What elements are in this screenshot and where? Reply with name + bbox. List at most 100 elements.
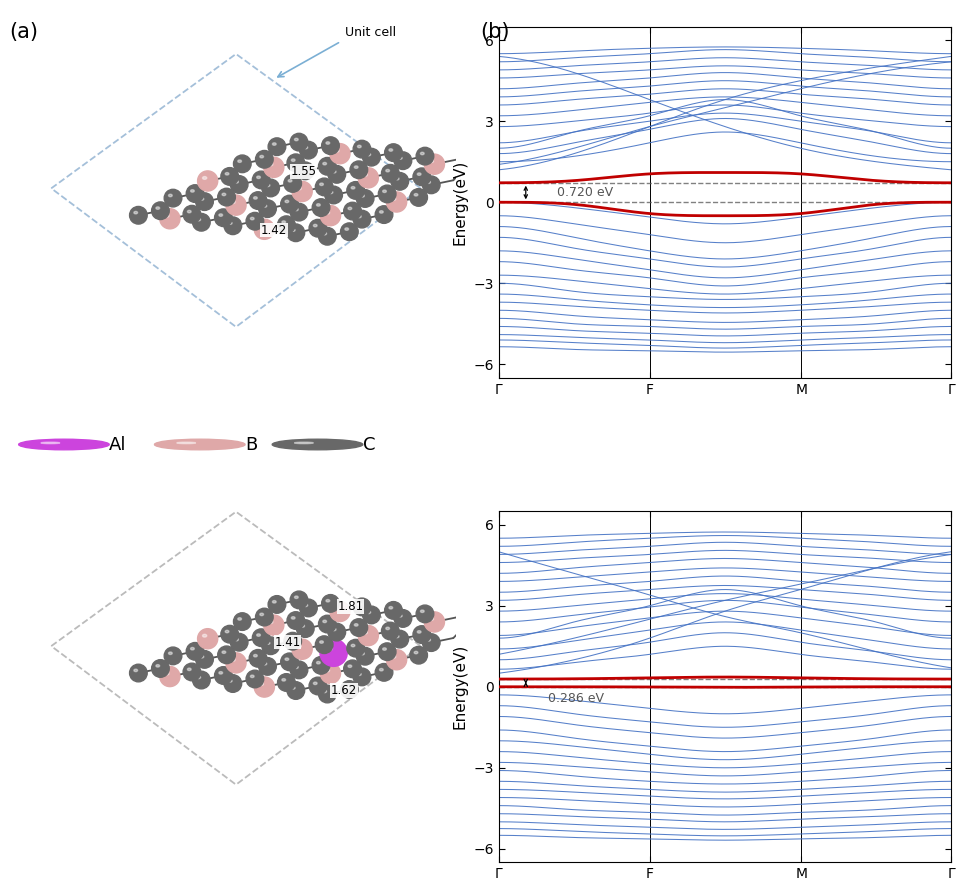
Ellipse shape: [430, 160, 433, 163]
Ellipse shape: [363, 173, 367, 176]
Circle shape: [296, 162, 314, 180]
Ellipse shape: [282, 678, 285, 681]
Circle shape: [246, 670, 263, 688]
Circle shape: [184, 205, 201, 223]
Ellipse shape: [272, 143, 276, 145]
Ellipse shape: [197, 677, 201, 678]
Circle shape: [328, 165, 346, 183]
Ellipse shape: [297, 187, 301, 190]
Circle shape: [384, 144, 403, 162]
Ellipse shape: [229, 222, 232, 224]
Ellipse shape: [269, 163, 273, 165]
Y-axis label: Energy(eV): Energy(eV): [453, 645, 468, 729]
Circle shape: [221, 168, 238, 185]
Ellipse shape: [313, 224, 317, 227]
Circle shape: [347, 181, 364, 199]
Circle shape: [287, 224, 305, 242]
Circle shape: [347, 639, 364, 657]
Circle shape: [375, 205, 393, 223]
Ellipse shape: [323, 232, 327, 235]
Ellipse shape: [168, 652, 172, 654]
Ellipse shape: [229, 680, 232, 682]
Ellipse shape: [190, 647, 194, 650]
Ellipse shape: [251, 675, 254, 677]
Ellipse shape: [427, 181, 431, 183]
Circle shape: [413, 626, 431, 644]
Circle shape: [300, 141, 317, 159]
Circle shape: [249, 192, 267, 210]
Circle shape: [425, 612, 445, 632]
Circle shape: [384, 602, 403, 620]
Ellipse shape: [316, 661, 320, 664]
Circle shape: [255, 677, 275, 697]
Ellipse shape: [134, 669, 137, 671]
Text: B: B: [245, 436, 258, 453]
Ellipse shape: [219, 214, 223, 216]
Circle shape: [130, 664, 147, 682]
Ellipse shape: [427, 638, 431, 641]
Circle shape: [263, 615, 283, 635]
Circle shape: [379, 185, 396, 203]
Ellipse shape: [391, 197, 396, 200]
Ellipse shape: [187, 211, 191, 212]
Ellipse shape: [357, 603, 361, 605]
Ellipse shape: [282, 220, 285, 223]
Circle shape: [325, 186, 342, 204]
Circle shape: [320, 639, 347, 667]
Ellipse shape: [382, 648, 386, 650]
Circle shape: [322, 137, 339, 155]
Ellipse shape: [164, 214, 169, 217]
Circle shape: [320, 205, 340, 226]
Circle shape: [287, 682, 305, 700]
Ellipse shape: [329, 191, 333, 194]
Ellipse shape: [430, 618, 433, 621]
Text: Al: Al: [110, 436, 127, 453]
Circle shape: [256, 150, 273, 168]
Circle shape: [312, 199, 330, 216]
Ellipse shape: [225, 172, 229, 175]
Ellipse shape: [231, 201, 235, 204]
Circle shape: [340, 681, 358, 698]
Circle shape: [353, 140, 371, 158]
Ellipse shape: [357, 145, 361, 148]
Ellipse shape: [385, 170, 389, 172]
Ellipse shape: [414, 652, 418, 653]
Circle shape: [318, 615, 336, 633]
Ellipse shape: [269, 621, 273, 623]
Circle shape: [328, 623, 346, 641]
Ellipse shape: [320, 183, 324, 186]
Ellipse shape: [333, 629, 336, 630]
Circle shape: [221, 625, 238, 643]
Ellipse shape: [263, 204, 267, 207]
Ellipse shape: [326, 669, 330, 672]
Text: (b): (b): [480, 22, 510, 42]
Circle shape: [416, 148, 433, 165]
Circle shape: [394, 610, 411, 628]
Ellipse shape: [380, 669, 383, 671]
Text: 1.42: 1.42: [260, 224, 287, 236]
Ellipse shape: [297, 645, 301, 647]
Circle shape: [249, 650, 267, 667]
Circle shape: [246, 212, 263, 230]
Circle shape: [160, 667, 180, 686]
Text: 1.81: 1.81: [337, 600, 363, 613]
Ellipse shape: [357, 673, 361, 676]
Ellipse shape: [399, 614, 402, 617]
Y-axis label: Energy(eV): Energy(eV): [453, 160, 468, 244]
Circle shape: [353, 598, 371, 616]
Ellipse shape: [266, 184, 270, 187]
Circle shape: [196, 193, 213, 211]
Ellipse shape: [323, 690, 327, 693]
Ellipse shape: [197, 219, 201, 220]
Circle shape: [350, 619, 368, 637]
Ellipse shape: [251, 217, 254, 220]
Ellipse shape: [334, 149, 339, 152]
Circle shape: [350, 161, 368, 179]
Ellipse shape: [327, 646, 333, 651]
Ellipse shape: [294, 208, 298, 211]
Text: (a): (a): [10, 22, 38, 42]
Circle shape: [214, 209, 233, 227]
Ellipse shape: [294, 139, 298, 140]
Circle shape: [357, 189, 374, 207]
Ellipse shape: [348, 207, 352, 210]
